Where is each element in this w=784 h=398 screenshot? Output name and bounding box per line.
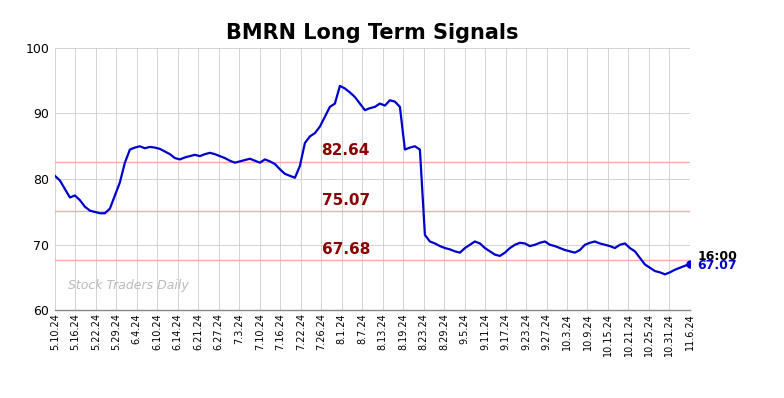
Text: 67.07: 67.07 xyxy=(698,259,737,272)
Title: BMRN Long Term Signals: BMRN Long Term Signals xyxy=(226,23,519,43)
Text: 82.64: 82.64 xyxy=(321,143,370,158)
Text: Stock Traders Daily: Stock Traders Daily xyxy=(67,279,188,292)
Text: 16:00: 16:00 xyxy=(698,250,737,263)
Text: 75.07: 75.07 xyxy=(321,193,370,208)
Text: 67.68: 67.68 xyxy=(321,242,370,257)
